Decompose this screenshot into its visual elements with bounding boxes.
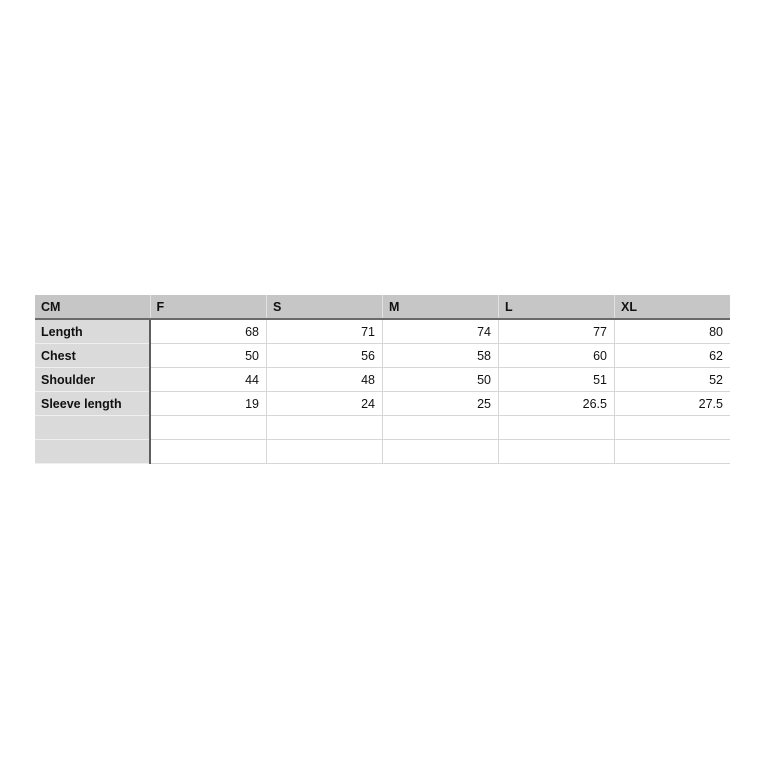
value-cell: 51 (498, 367, 615, 392)
header-size-cell: L (498, 295, 615, 320)
value-cell: 80 (614, 319, 730, 344)
row-label-cell: Sleeve length (35, 391, 151, 416)
value-cell: 25 (382, 391, 499, 416)
table-row: Sleeve length 19 24 25 26.5 27.5 (35, 391, 730, 416)
value-cell (150, 415, 267, 440)
value-cell (150, 439, 267, 464)
header-size-cell: S (266, 295, 383, 320)
row-label-cell (35, 439, 151, 464)
value-cell (498, 439, 615, 464)
header-size-cell: F (150, 295, 267, 320)
value-cell: 44 (150, 367, 267, 392)
header-row: CM F S M L XL (35, 295, 730, 320)
value-cell: 50 (382, 367, 499, 392)
row-label-cell (35, 415, 151, 440)
value-cell (498, 415, 615, 440)
value-cell: 19 (150, 391, 267, 416)
value-cell: 60 (498, 343, 615, 368)
value-cell: 48 (266, 367, 383, 392)
value-cell: 62 (614, 343, 730, 368)
value-cell (614, 439, 730, 464)
size-chart-body: CM F S M L XL Length 68 71 74 77 80 Chest 50 56 58 60 62 S… (35, 295, 730, 464)
header-size-cell: XL (614, 295, 730, 320)
value-cell: 27.5 (614, 391, 730, 416)
table-row: Chest 50 56 58 60 62 (35, 343, 730, 368)
size-chart-table: CM F S M L XL Length 68 71 74 77 80 Chest 50 56 58 60 62 S… (35, 295, 730, 464)
value-cell: 77 (498, 319, 615, 344)
row-label-cell: Chest (35, 343, 151, 368)
row-label-cell: Shoulder (35, 367, 151, 392)
value-cell: 56 (266, 343, 383, 368)
header-unit-cell: CM (35, 295, 151, 320)
table-row (35, 439, 730, 464)
value-cell: 74 (382, 319, 499, 344)
row-label-cell: Length (35, 319, 151, 344)
value-cell (614, 415, 730, 440)
value-cell: 58 (382, 343, 499, 368)
value-cell (382, 439, 499, 464)
value-cell (382, 415, 499, 440)
value-cell: 52 (614, 367, 730, 392)
value-cell (266, 415, 383, 440)
value-cell: 68 (150, 319, 267, 344)
value-cell: 50 (150, 343, 267, 368)
value-cell: 26.5 (498, 391, 615, 416)
value-cell: 24 (266, 391, 383, 416)
value-cell (266, 439, 383, 464)
table-row (35, 415, 730, 440)
table-row: Length 68 71 74 77 80 (35, 319, 730, 344)
table-row: Shoulder 44 48 50 51 52 (35, 367, 730, 392)
value-cell: 71 (266, 319, 383, 344)
header-size-cell: M (382, 295, 499, 320)
